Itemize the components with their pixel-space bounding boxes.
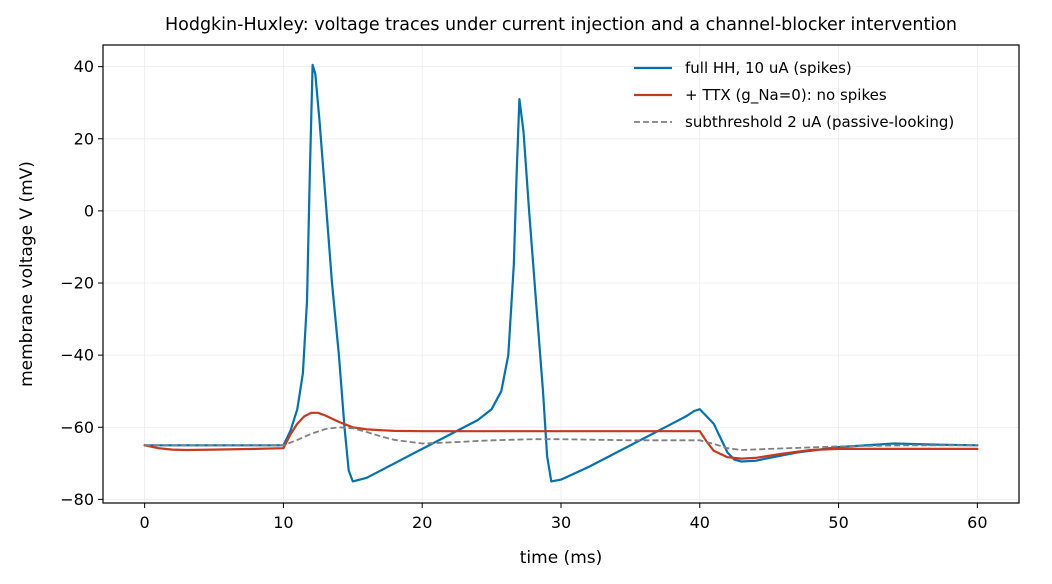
x-tick-label: 30	[551, 513, 571, 532]
series-line-2	[144, 426, 978, 451]
y-tick-label: 20	[74, 129, 94, 148]
y-tick-label: −60	[60, 418, 94, 437]
y-tick-label: −80	[60, 490, 94, 509]
grid	[103, 45, 1019, 503]
legend-label-2: subthreshold 2 uA (passive-looking)	[685, 113, 954, 131]
y-tick-label: −40	[60, 346, 94, 365]
y-tick-label: 0	[84, 201, 94, 220]
x-tick-label: 50	[828, 513, 848, 532]
legend: full HH, 10 uA (spikes) + TTX (g_Na=0): n…	[634, 59, 954, 131]
series-line-1	[143, 411, 979, 460]
x-tick-label: 0	[140, 513, 150, 532]
chart-title: Hodgkin-Huxley: voltage traces under cur…	[165, 15, 957, 35]
y-tick-label: 40	[74, 57, 94, 76]
x-tick-label: 10	[273, 513, 293, 532]
legend-label-0: full HH, 10 uA (spikes)	[685, 59, 852, 77]
y-tick-label: −20	[60, 274, 94, 293]
series-layer	[143, 63, 979, 483]
y-axis: −80 −60 −40 −20 0 20 40	[60, 57, 103, 509]
x-tick-label: 60	[967, 513, 987, 532]
x-axis: 0 10 20 30 40 50 60	[140, 503, 988, 532]
legend-label-1: + TTX (g_Na=0): no spikes	[685, 86, 887, 105]
y-axis-label: membrane voltage V (mV)	[17, 161, 37, 387]
x-tick-label: 20	[412, 513, 432, 532]
x-tick-label: 40	[690, 513, 710, 532]
x-axis-label: time (ms)	[520, 548, 603, 568]
